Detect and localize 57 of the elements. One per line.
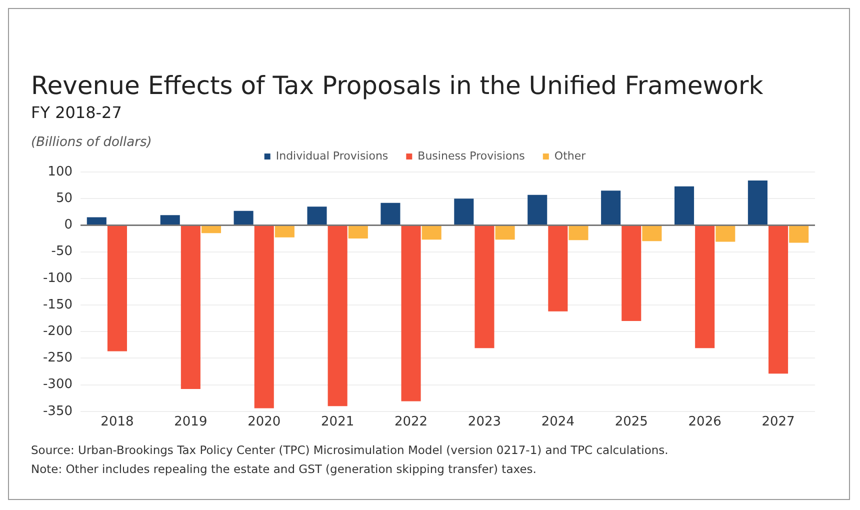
y-tick-label: 100 <box>48 164 73 180</box>
bar <box>548 226 568 312</box>
chart-subtitle: FY 2018-27 <box>31 103 122 122</box>
y-tick-label: -150 <box>42 297 73 312</box>
bar <box>474 226 494 348</box>
bar <box>695 226 715 348</box>
bar <box>234 210 254 224</box>
bar <box>107 226 127 352</box>
x-tick-label: 2025 <box>614 414 648 430</box>
bar <box>401 226 421 402</box>
bar <box>422 226 442 240</box>
y-tick-label: -250 <box>42 350 73 366</box>
bar <box>160 215 180 224</box>
legend-label: Other <box>554 149 586 162</box>
bar <box>622 226 642 321</box>
y-tick-label: -300 <box>42 377 73 392</box>
bar <box>180 226 200 390</box>
x-tick-label: 2027 <box>762 414 795 430</box>
bar <box>768 226 788 374</box>
bar <box>642 226 662 242</box>
x-tick-label: 2018 <box>100 414 134 430</box>
bar <box>307 206 327 224</box>
source-note: Source: Urban-Brookings Tax Policy Center (TPC) Microsimulation Model (version 0217-1) and TPC calculations. <box>31 442 668 459</box>
chart-title: Revenue Effects of Tax Proposals in the Unified Framework <box>31 71 764 100</box>
bar <box>254 226 274 408</box>
y-tick-label: -200 <box>42 324 73 339</box>
y-tick-label: -100 <box>42 270 73 286</box>
y-axis-title: (Billions of dollars) <box>31 135 152 150</box>
y-tick-label: -350 <box>42 404 73 419</box>
y-tick-label: -50 <box>51 244 73 260</box>
bar <box>274 226 294 238</box>
bar <box>748 180 768 224</box>
bar <box>380 202 400 224</box>
text: Note: Other includes repealing the estate and GST (generation skipping transfer) taxes. <box>31 461 538 478</box>
bar <box>528 194 548 224</box>
x-tick-label: 2020 <box>248 414 281 430</box>
bar <box>86 217 106 224</box>
bar <box>495 226 515 240</box>
y-tick-label: 0 <box>64 218 73 233</box>
bar <box>328 226 348 406</box>
bar <box>789 226 809 243</box>
bar <box>601 190 621 224</box>
bar <box>716 226 736 242</box>
bar <box>674 186 694 224</box>
x-tick-label: 2023 <box>468 414 502 430</box>
y-tick-label: 50 <box>56 190 73 206</box>
legend-label: Individual Provisions <box>276 149 388 162</box>
bar <box>454 198 474 224</box>
x-tick-label: 2024 <box>541 414 574 430</box>
bar <box>201 226 222 234</box>
x-tick-label: 2019 <box>174 414 208 430</box>
x-tick-label: 2022 <box>394 414 428 430</box>
legend-label: Business Provisions <box>418 149 526 162</box>
bar <box>568 226 588 240</box>
x-tick-label: 2026 <box>688 414 722 430</box>
bar <box>348 226 368 238</box>
x-tick-label: 2021 <box>321 414 354 430</box>
